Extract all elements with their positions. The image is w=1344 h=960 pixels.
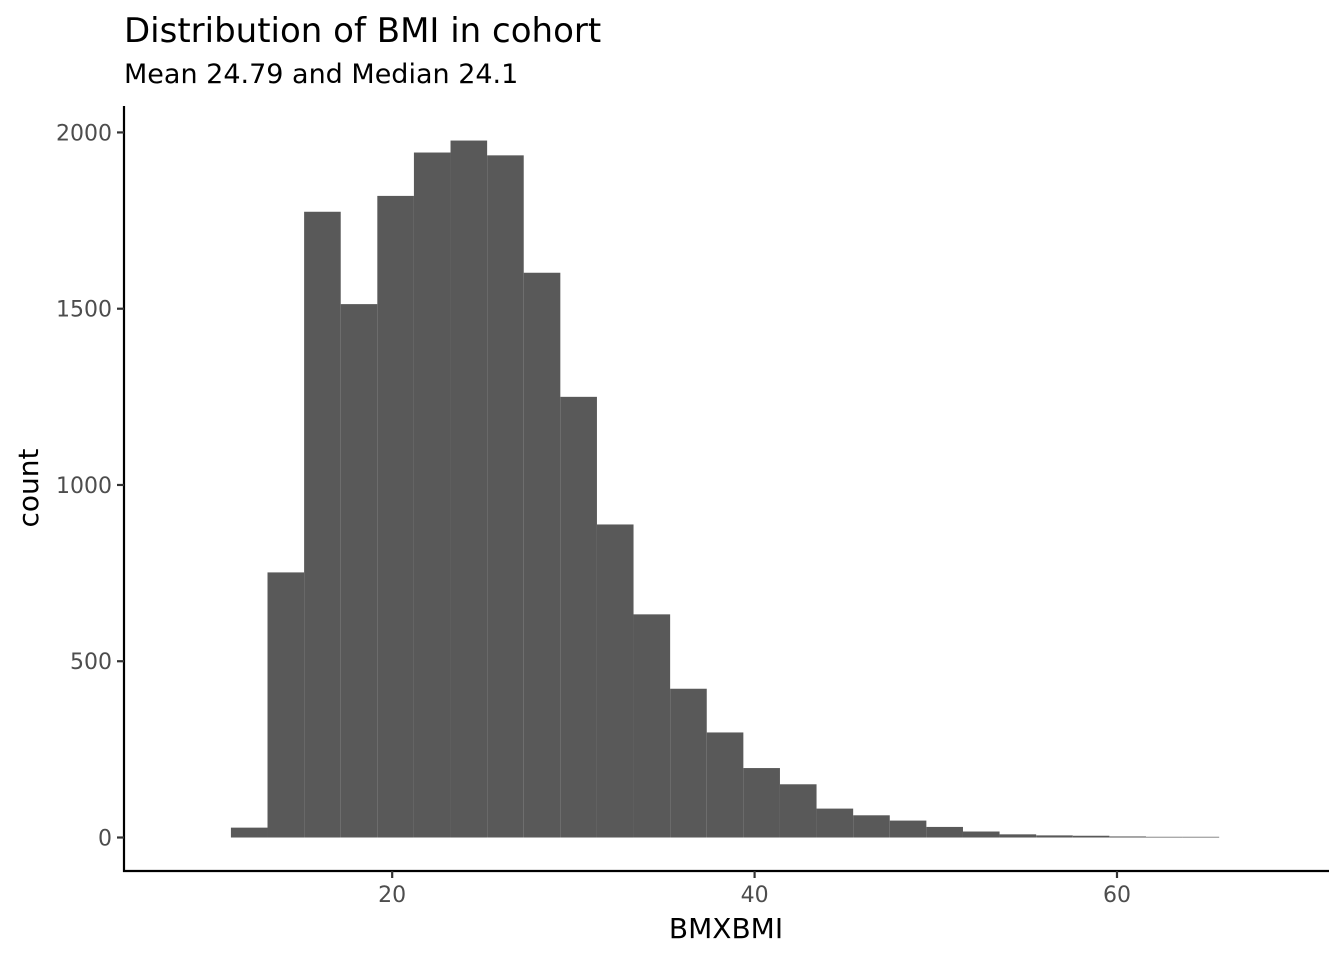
y-tick-label: 0 — [98, 827, 112, 852]
histogram-bar — [889, 820, 927, 838]
histogram-bar — [816, 808, 854, 838]
histogram-bar — [450, 140, 488, 838]
histogram-bar — [230, 827, 268, 838]
histogram-bar — [1182, 836, 1220, 838]
histogram-bar — [560, 396, 597, 838]
histogram-bar — [1036, 835, 1073, 838]
histogram-bar — [670, 688, 707, 838]
x-axis-title: BMXBMI — [669, 912, 783, 945]
histogram-bar — [596, 524, 634, 838]
histogram-bar — [267, 572, 305, 838]
histogram-bar — [962, 831, 1000, 838]
histogram-bar — [926, 826, 963, 838]
histogram-bar — [487, 155, 524, 838]
chart-title: Distribution of BMI in cohort — [124, 11, 601, 51]
y-tick-label: 1000 — [56, 474, 112, 499]
histogram-bar — [706, 732, 744, 838]
x-tick-label: 40 — [741, 883, 769, 908]
x-tick-label: 20 — [378, 883, 406, 908]
histogram-bar — [377, 195, 414, 838]
y-tick-label: 1500 — [56, 298, 112, 323]
histogram-bar — [853, 815, 890, 838]
chart-subtitle: Mean 24.79 and Median 24.1 — [124, 59, 518, 90]
histogram-bar — [1072, 835, 1110, 838]
x-tick-label: 60 — [1103, 883, 1131, 908]
y-tick-label: 500 — [70, 650, 112, 675]
y-tick-label: 2000 — [56, 121, 112, 146]
histogram-bar — [1145, 836, 1183, 838]
histogram-bar — [304, 211, 341, 838]
histogram-bar — [1109, 836, 1146, 838]
bars-group — [230, 140, 1220, 838]
histogram-bar — [413, 152, 451, 838]
histogram-bar — [523, 272, 561, 838]
histogram-bar — [999, 834, 1037, 838]
histogram-bar — [779, 784, 817, 838]
x-axis-ticks: 20 40 60 — [378, 871, 1131, 908]
y-axis-title: count — [12, 448, 45, 527]
histogram-bar — [340, 304, 378, 838]
y-axis-ticks: 0 500 1000 1500 2000 — [56, 121, 124, 852]
histogram-bar — [633, 614, 671, 838]
histogram-bar — [743, 768, 780, 838]
